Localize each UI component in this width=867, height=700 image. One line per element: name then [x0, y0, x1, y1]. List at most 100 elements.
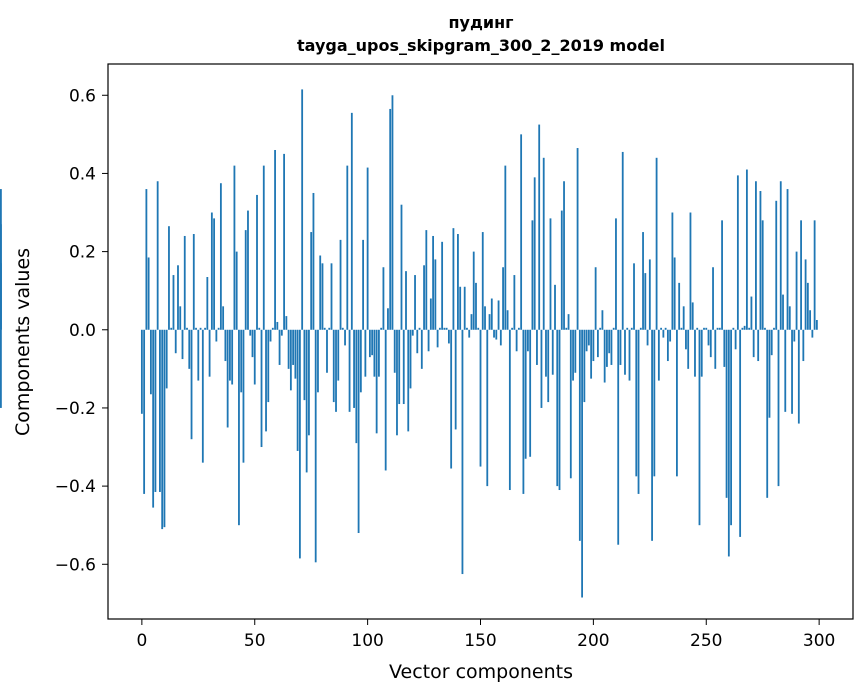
bar — [335, 329, 337, 412]
bar — [371, 329, 374, 356]
bar — [779, 181, 782, 330]
bar — [192, 234, 195, 330]
bar — [280, 329, 283, 336]
bar — [619, 329, 622, 365]
bar — [608, 329, 611, 354]
bar — [694, 329, 696, 377]
bar — [581, 329, 583, 598]
bar — [463, 286, 466, 330]
bar — [384, 329, 387, 471]
bar — [596, 329, 599, 358]
bar — [714, 329, 717, 369]
bar — [289, 329, 292, 391]
bar — [159, 329, 161, 492]
bar — [165, 329, 168, 389]
bar — [721, 220, 723, 330]
x-axis-label: Vector components — [389, 661, 573, 683]
bar — [269, 329, 272, 342]
bar — [357, 329, 360, 534]
bar — [294, 329, 297, 379]
bar — [705, 327, 708, 330]
bar — [319, 255, 322, 330]
bar — [646, 329, 649, 346]
bar — [414, 275, 416, 330]
bar — [813, 220, 816, 330]
bar — [506, 310, 509, 330]
bar — [599, 327, 602, 330]
bar — [689, 212, 692, 330]
bar — [317, 329, 319, 393]
bar — [177, 265, 179, 330]
bar — [587, 329, 590, 346]
bar — [669, 329, 672, 342]
bar — [533, 177, 536, 330]
bar — [515, 329, 518, 352]
bar — [777, 329, 780, 487]
bar — [163, 329, 166, 528]
bar — [0, 263, 2, 330]
bar — [398, 329, 401, 405]
bar — [545, 329, 547, 377]
bar — [149, 329, 152, 395]
bar — [606, 329, 608, 367]
bar — [472, 251, 475, 330]
bar — [764, 327, 766, 330]
bar — [727, 329, 730, 557]
bar — [601, 310, 604, 330]
bar — [265, 329, 267, 432]
bar — [603, 329, 606, 383]
bar — [278, 329, 281, 365]
bar — [551, 329, 554, 375]
bar — [791, 329, 793, 414]
bar — [217, 327, 220, 330]
bar — [425, 230, 428, 330]
bar — [651, 329, 653, 541]
bar — [736, 175, 739, 330]
bar — [174, 329, 177, 354]
bar — [183, 235, 186, 330]
bar — [330, 263, 333, 330]
bar — [644, 273, 647, 330]
bar — [547, 329, 550, 403]
bar — [788, 306, 791, 330]
bar — [612, 327, 615, 330]
bar — [712, 267, 714, 330]
bar — [321, 263, 324, 330]
bar — [648, 259, 651, 330]
bar — [197, 329, 200, 381]
chart-title-line2: tayga_upos_skipgram_300_2_2019 model — [297, 36, 665, 55]
bar — [730, 329, 732, 526]
bar — [368, 329, 371, 358]
x-tick-label: 250 — [690, 631, 722, 651]
bar — [511, 327, 514, 330]
bar — [522, 329, 525, 494]
bar — [809, 310, 812, 330]
bar — [447, 329, 450, 344]
bar — [800, 220, 802, 330]
bar — [470, 314, 473, 330]
bar — [285, 316, 288, 330]
bar — [757, 329, 760, 362]
bar — [147, 257, 150, 330]
y-tick-label: −0.6 — [55, 555, 96, 575]
bar — [479, 329, 482, 467]
bar — [626, 327, 629, 330]
bar — [549, 218, 552, 330]
bar — [793, 329, 796, 342]
bar — [497, 300, 500, 330]
bar — [400, 204, 403, 330]
bar — [432, 235, 434, 330]
bar — [698, 329, 701, 526]
bar — [152, 329, 155, 508]
bar — [585, 329, 588, 352]
bar — [488, 314, 491, 330]
bar — [378, 329, 380, 377]
bar — [700, 329, 703, 377]
y-tick-label: 0.2 — [69, 243, 96, 263]
bar — [691, 302, 694, 330]
bar — [745, 169, 748, 330]
bar — [782, 294, 784, 330]
x-tick-label: 100 — [351, 631, 383, 651]
bar — [418, 327, 421, 330]
bar — [673, 257, 676, 330]
